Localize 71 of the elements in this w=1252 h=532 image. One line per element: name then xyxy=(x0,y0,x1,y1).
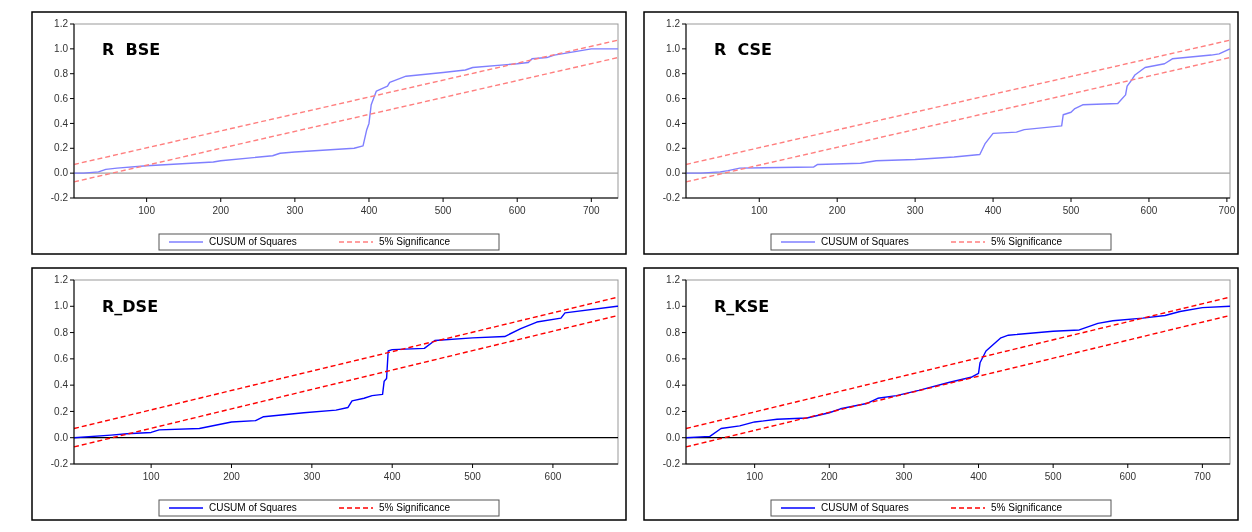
x-tick-label: 200 xyxy=(820,471,839,482)
y-tick-label: 0.6 xyxy=(666,92,681,104)
x-tick-label: 300 xyxy=(906,205,924,216)
legend-label: CUSUM of Squares xyxy=(209,502,297,514)
x-tick-label: 300 xyxy=(303,471,321,482)
x-tick-label: 400 xyxy=(360,205,378,216)
y-tick-label: 0.2 xyxy=(666,142,681,154)
x-tick-label: 200 xyxy=(212,205,230,216)
y-tick-label: 0.4 xyxy=(666,379,681,391)
legend-label: 5% Significance xyxy=(991,502,1063,514)
x-tick-label: 200 xyxy=(223,471,241,482)
legend-label: 5% Significance xyxy=(991,236,1063,248)
legend-label: CUSUM of Squares xyxy=(821,236,909,248)
x-tick-label: 100 xyxy=(142,471,160,482)
x-tick-label: 600 xyxy=(1119,471,1137,482)
x-tick-label: 600 xyxy=(508,205,526,216)
x-tick-label: 300 xyxy=(286,205,304,216)
x-tick-label: 300 xyxy=(895,471,913,482)
y-tick-label: 0.2 xyxy=(666,405,681,417)
x-tick-label: 100 xyxy=(750,205,769,216)
y-tick-label: 0.4 xyxy=(54,379,69,391)
x-tick-label: 700 xyxy=(1218,205,1236,216)
y-tick-label: -0.2 xyxy=(662,192,681,204)
x-tick-label: 500 xyxy=(464,471,482,482)
y-tick-label: -0.2 xyxy=(662,458,681,470)
y-tick-label: 1.2 xyxy=(54,274,69,286)
x-tick-label: 500 xyxy=(1062,205,1080,216)
y-tick-label: 1.2 xyxy=(666,18,681,30)
x-tick-label: 400 xyxy=(984,205,1002,216)
y-tick-label: 0.0 xyxy=(54,167,69,179)
y-tick-label: 0.2 xyxy=(54,142,69,154)
y-tick-label: 0.6 xyxy=(54,353,69,365)
legend-label: CUSUM of Squares xyxy=(209,236,297,248)
y-tick-label: 0.6 xyxy=(666,353,681,365)
x-tick-label: 500 xyxy=(434,205,452,216)
y-tick-label: 1.0 xyxy=(54,300,69,312)
text: R_DSE xyxy=(102,297,159,317)
y-tick-label: 0.2 xyxy=(54,405,69,417)
x-tick-label: 600 xyxy=(544,471,562,482)
y-tick-label: 0.8 xyxy=(54,67,69,79)
y-tick-label: 0.8 xyxy=(666,326,681,338)
x-tick-label: 400 xyxy=(970,471,988,482)
y-tick-label: 0.6 xyxy=(54,92,69,104)
y-tick-label: 1.2 xyxy=(666,274,681,286)
x-tick-label: 100 xyxy=(746,471,764,482)
text: R BSE xyxy=(102,39,161,59)
legend-label: 5% Significance xyxy=(379,236,451,248)
x-tick-label: 600 xyxy=(1140,205,1158,216)
y-tick-label: 0.0 xyxy=(666,431,681,443)
y-tick-label: 0.0 xyxy=(666,167,681,179)
x-tick-label: 100 xyxy=(138,205,156,216)
text: R CSE xyxy=(714,39,772,59)
legend-label: CUSUM of Squares xyxy=(821,502,909,514)
x-tick-label: 200 xyxy=(828,205,846,216)
y-tick-label: 1.0 xyxy=(54,43,69,55)
y-tick-label: 0.0 xyxy=(54,431,69,443)
y-tick-label: 0.4 xyxy=(54,117,69,129)
y-tick-label: 1.0 xyxy=(666,300,681,312)
y-tick-label: -0.2 xyxy=(50,192,69,204)
text: R_KSE xyxy=(714,297,770,317)
y-tick-label: 1.2 xyxy=(54,18,69,30)
x-tick-label: 400 xyxy=(383,471,401,482)
x-tick-label: 700 xyxy=(1194,471,1212,482)
y-tick-label: 0.8 xyxy=(666,67,681,79)
x-tick-label: 500 xyxy=(1044,471,1062,482)
x-tick-label: 700 xyxy=(582,205,601,216)
legend-label: 5% Significance xyxy=(379,502,451,514)
y-tick-label: 0.4 xyxy=(666,117,681,129)
y-tick-label: -0.2 xyxy=(50,458,69,470)
y-tick-label: 1.0 xyxy=(666,43,681,55)
y-tick-label: 0.8 xyxy=(54,326,69,338)
